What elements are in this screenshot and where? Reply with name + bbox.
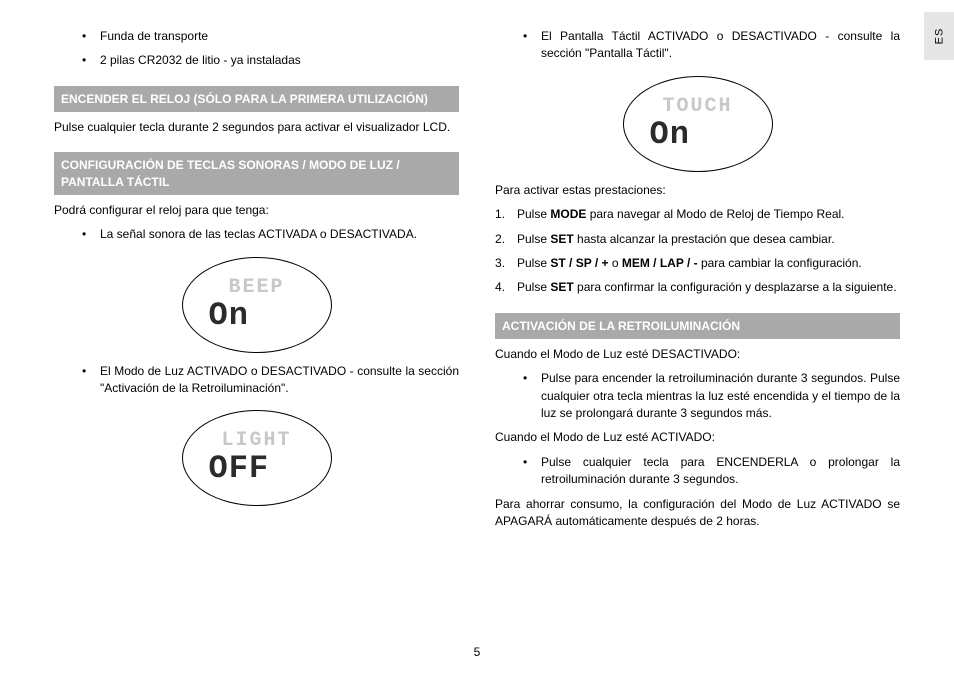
lcd-oval: BEEP On bbox=[182, 257, 332, 353]
list-item: La señal sonora de las teclas ACTIVADA o… bbox=[82, 226, 459, 243]
lcd-figure-light: LIGHT OFF bbox=[54, 410, 459, 506]
section-heading: ACTIVACIÓN DE LA RETROILUMINACIÓN bbox=[495, 313, 900, 339]
backlight-list-1: Pulse para encender la retroiluminación … bbox=[495, 370, 900, 429]
t: hasta alcanzar la prestación que desea c… bbox=[574, 232, 835, 246]
step-item: Pulse SET hasta alcanzar la prestación q… bbox=[495, 231, 900, 248]
left-column: Funda de transporte 2 pilas CR2032 de li… bbox=[54, 28, 459, 638]
lcd-figure-touch: TOUCH On bbox=[495, 76, 900, 172]
step-item: Pulse ST / SP / + o MEM / LAP / - para c… bbox=[495, 255, 900, 272]
config-list-1: La señal sonora de las teclas ACTIVADA o… bbox=[54, 226, 459, 250]
step-item: Pulse MODE para navegar al Modo de Reloj… bbox=[495, 206, 900, 223]
t-bold: ST / SP / + bbox=[550, 256, 608, 270]
list-item: Funda de transporte bbox=[82, 28, 459, 45]
lcd-top-text: TOUCH bbox=[662, 97, 732, 117]
lcd-oval: LIGHT OFF bbox=[182, 410, 332, 506]
list-item: El Modo de Luz ACTIVADO o DESACTIVADO - … bbox=[82, 363, 459, 398]
t: o bbox=[609, 256, 622, 270]
language-tab: ES bbox=[924, 12, 954, 60]
body-text: Cuando el Modo de Luz esté DESACTIVADO: bbox=[495, 346, 900, 363]
t: Pulse bbox=[517, 207, 550, 221]
t: Pulse bbox=[517, 232, 550, 246]
body-text: Pulse cualquier tecla durante 2 segundos… bbox=[54, 119, 459, 136]
t: Pulse bbox=[517, 256, 550, 270]
t: para cambiar la configuración. bbox=[698, 256, 862, 270]
lcd-figure-beep: BEEP On bbox=[54, 257, 459, 353]
page-number: 5 bbox=[0, 645, 954, 659]
t-bold: MODE bbox=[550, 207, 586, 221]
t: para navegar al Modo de Reloj de Tiempo … bbox=[586, 207, 844, 221]
body-text: Para activar estas prestaciones: bbox=[495, 182, 900, 199]
step-item: Pulse SET para confirmar la configuració… bbox=[495, 279, 900, 296]
body-text: Para ahorrar consumo, la configuración d… bbox=[495, 496, 900, 531]
body-text: Cuando el Modo de Luz esté ACTIVADO: bbox=[495, 429, 900, 446]
intro-list: Funda de transporte 2 pilas CR2032 de li… bbox=[54, 28, 459, 77]
body-text: Podrá configurar el reloj para que tenga… bbox=[54, 202, 459, 219]
backlight-list-2: Pulse cualquier tecla para ENCENDERLA o … bbox=[495, 454, 900, 496]
lcd-top-text: LIGHT bbox=[221, 431, 291, 451]
t-bold: SET bbox=[550, 232, 573, 246]
list-item: Pulse para encender la retroiluminación … bbox=[523, 370, 900, 422]
lcd-bottom-text: OFF bbox=[209, 453, 305, 485]
list-item: Pulse cualquier tecla para ENCENDERLA o … bbox=[523, 454, 900, 489]
language-tab-label: ES bbox=[933, 28, 945, 45]
lcd-top-text: BEEP bbox=[228, 278, 284, 298]
config-list-3: El Pantalla Táctil ACTIVADO o DESACTIVAD… bbox=[495, 28, 900, 70]
lcd-oval: TOUCH On bbox=[623, 76, 773, 172]
lcd-bottom-text: On bbox=[209, 300, 305, 332]
config-list-2: El Modo de Luz ACTIVADO o DESACTIVADO - … bbox=[54, 363, 459, 405]
list-item: El Pantalla Táctil ACTIVADO o DESACTIVAD… bbox=[523, 28, 900, 63]
right-column: El Pantalla Táctil ACTIVADO o DESACTIVAD… bbox=[495, 28, 900, 638]
t-bold: MEM / LAP / - bbox=[622, 256, 698, 270]
t: para confirmar la configuración y despla… bbox=[574, 280, 897, 294]
list-item: 2 pilas CR2032 de litio - ya instaladas bbox=[82, 52, 459, 69]
section-heading: CONFIGURACIÓN DE TECLAS SONORAS / MODO D… bbox=[54, 152, 459, 194]
content-columns: Funda de transporte 2 pilas CR2032 de li… bbox=[54, 28, 900, 638]
t-bold: SET bbox=[550, 280, 573, 294]
steps-list: Pulse MODE para navegar al Modo de Reloj… bbox=[495, 206, 900, 304]
section-heading: ENCENDER EL RELOJ (SÓLO PARA LA PRIMERA … bbox=[54, 86, 459, 112]
t: Pulse bbox=[517, 280, 550, 294]
lcd-bottom-text: On bbox=[650, 119, 746, 151]
